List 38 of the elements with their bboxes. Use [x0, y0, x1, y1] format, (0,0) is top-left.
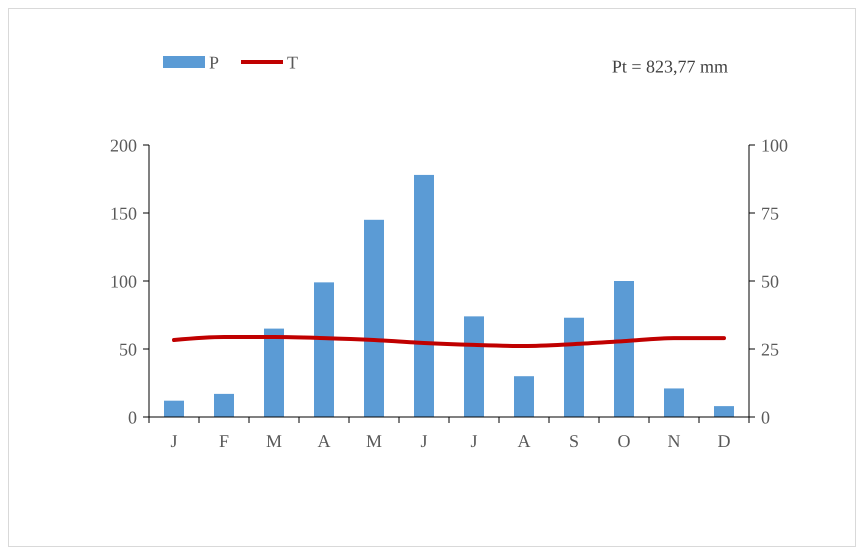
bar	[664, 388, 684, 417]
bar	[714, 406, 734, 417]
y-tick-label: 100	[110, 271, 137, 292]
x-tick-label: F	[218, 431, 230, 451]
y-tick-label: 200	[110, 135, 137, 156]
bar	[564, 318, 584, 417]
x-tick-label: J	[170, 431, 178, 451]
y2-tick-label: 25	[761, 339, 779, 360]
x-tick-label: J	[420, 431, 428, 451]
legend-label: P	[209, 52, 220, 72]
x-tick-label: M	[366, 431, 382, 451]
legend-label: T	[287, 52, 298, 72]
x-tick-label: O	[618, 431, 630, 451]
y-tick-label: 150	[110, 203, 137, 224]
bar	[214, 394, 234, 417]
bar	[264, 328, 284, 417]
x-tick-label: S	[568, 431, 580, 451]
y2-tick-label: 0	[761, 407, 770, 428]
bar	[164, 400, 184, 417]
x-tick-label: A	[518, 431, 530, 451]
bar	[364, 220, 384, 417]
text: Pt = 823,77 mm	[612, 56, 728, 76]
line-series	[172, 335, 726, 348]
bar	[614, 281, 634, 417]
bar	[464, 316, 484, 417]
y2-tick-label: 50	[761, 271, 779, 292]
x-tick-label: A	[318, 431, 330, 451]
y-tick-label: 0	[128, 407, 137, 428]
x-tick-label: D	[718, 431, 730, 451]
x-tick-label: N	[668, 431, 680, 451]
bar	[414, 174, 434, 417]
x-tick-label: M	[266, 431, 282, 451]
bar	[314, 282, 334, 417]
y2-tick-label: 100	[761, 135, 788, 156]
x-tick-label: J	[470, 431, 478, 451]
y-tick-label: 50	[119, 339, 137, 360]
y2-tick-label: 75	[761, 203, 779, 224]
bar	[514, 376, 534, 417]
